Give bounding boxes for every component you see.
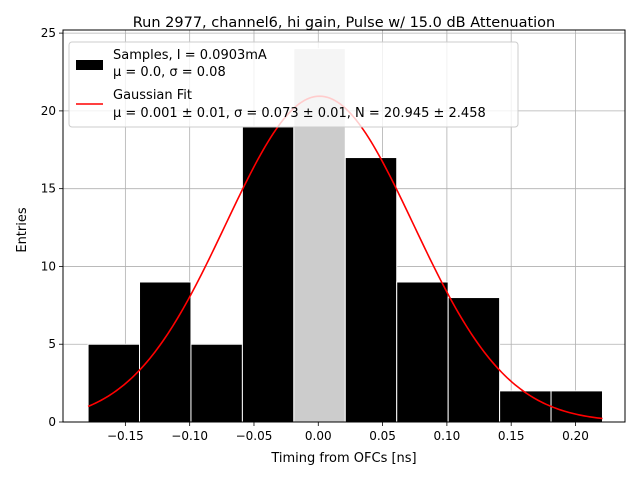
legend-samples-line2: μ = 0.0, σ = 0.08 bbox=[113, 65, 226, 80]
x-tick-label: 0.00 bbox=[305, 429, 332, 443]
histogram-bar bbox=[344, 157, 398, 423]
chart-title: Run 2977, channel6, hi gain, Pulse w/ 15… bbox=[133, 15, 556, 31]
histogram-bar bbox=[190, 343, 243, 423]
y-axis-ticks: 0 5 10 15 20 25 bbox=[41, 26, 63, 429]
x-axis-ticks: −0.15 −0.10 −0.05 0.00 0.05 0.10 0.15 0.20 bbox=[107, 422, 589, 443]
x-tick-label: 0.10 bbox=[434, 429, 461, 443]
histogram-bar bbox=[447, 297, 501, 423]
plot-frame bbox=[62, 29, 626, 423]
histogram-bar bbox=[241, 125, 295, 423]
x-tick-label: −0.10 bbox=[171, 429, 208, 443]
y-tick-label: 5 bbox=[48, 337, 56, 351]
legend-fit-line1: Gaussian Fit bbox=[113, 88, 192, 103]
histogram-bar bbox=[87, 343, 141, 423]
legend-box bbox=[68, 41, 519, 128]
x-tick-label: 0.20 bbox=[562, 429, 589, 443]
y-axis-label: Entries bbox=[15, 207, 30, 253]
x-tick-label: −0.15 bbox=[107, 429, 144, 443]
legend-fit-line2: μ = 0.001 ± 0.01, σ = 0.073 ± 0.01, N = … bbox=[113, 106, 486, 121]
histogram-bar bbox=[396, 281, 449, 423]
y-tick-label: 25 bbox=[41, 26, 56, 40]
x-tick-label: −0.05 bbox=[236, 429, 273, 443]
x-tick-label: 0.05 bbox=[369, 429, 396, 443]
legend: Samples, I = 0.0903mA μ = 0.0, σ = 0.08 … bbox=[68, 41, 519, 128]
y-tick-label: 10 bbox=[41, 259, 56, 273]
y-tick-label: 20 bbox=[41, 104, 56, 118]
y-tick-label: 0 bbox=[48, 415, 56, 429]
x-axis-label: Timing from OFCs [ns] bbox=[270, 451, 416, 466]
histogram-bar bbox=[499, 390, 552, 423]
histogram-bar bbox=[139, 281, 192, 423]
y-tick-label: 15 bbox=[41, 182, 56, 196]
x-tick-label: 0.15 bbox=[498, 429, 525, 443]
legend-bar-swatch bbox=[76, 60, 103, 70]
legend-samples-line1: Samples, I = 0.0903mA bbox=[113, 48, 267, 63]
